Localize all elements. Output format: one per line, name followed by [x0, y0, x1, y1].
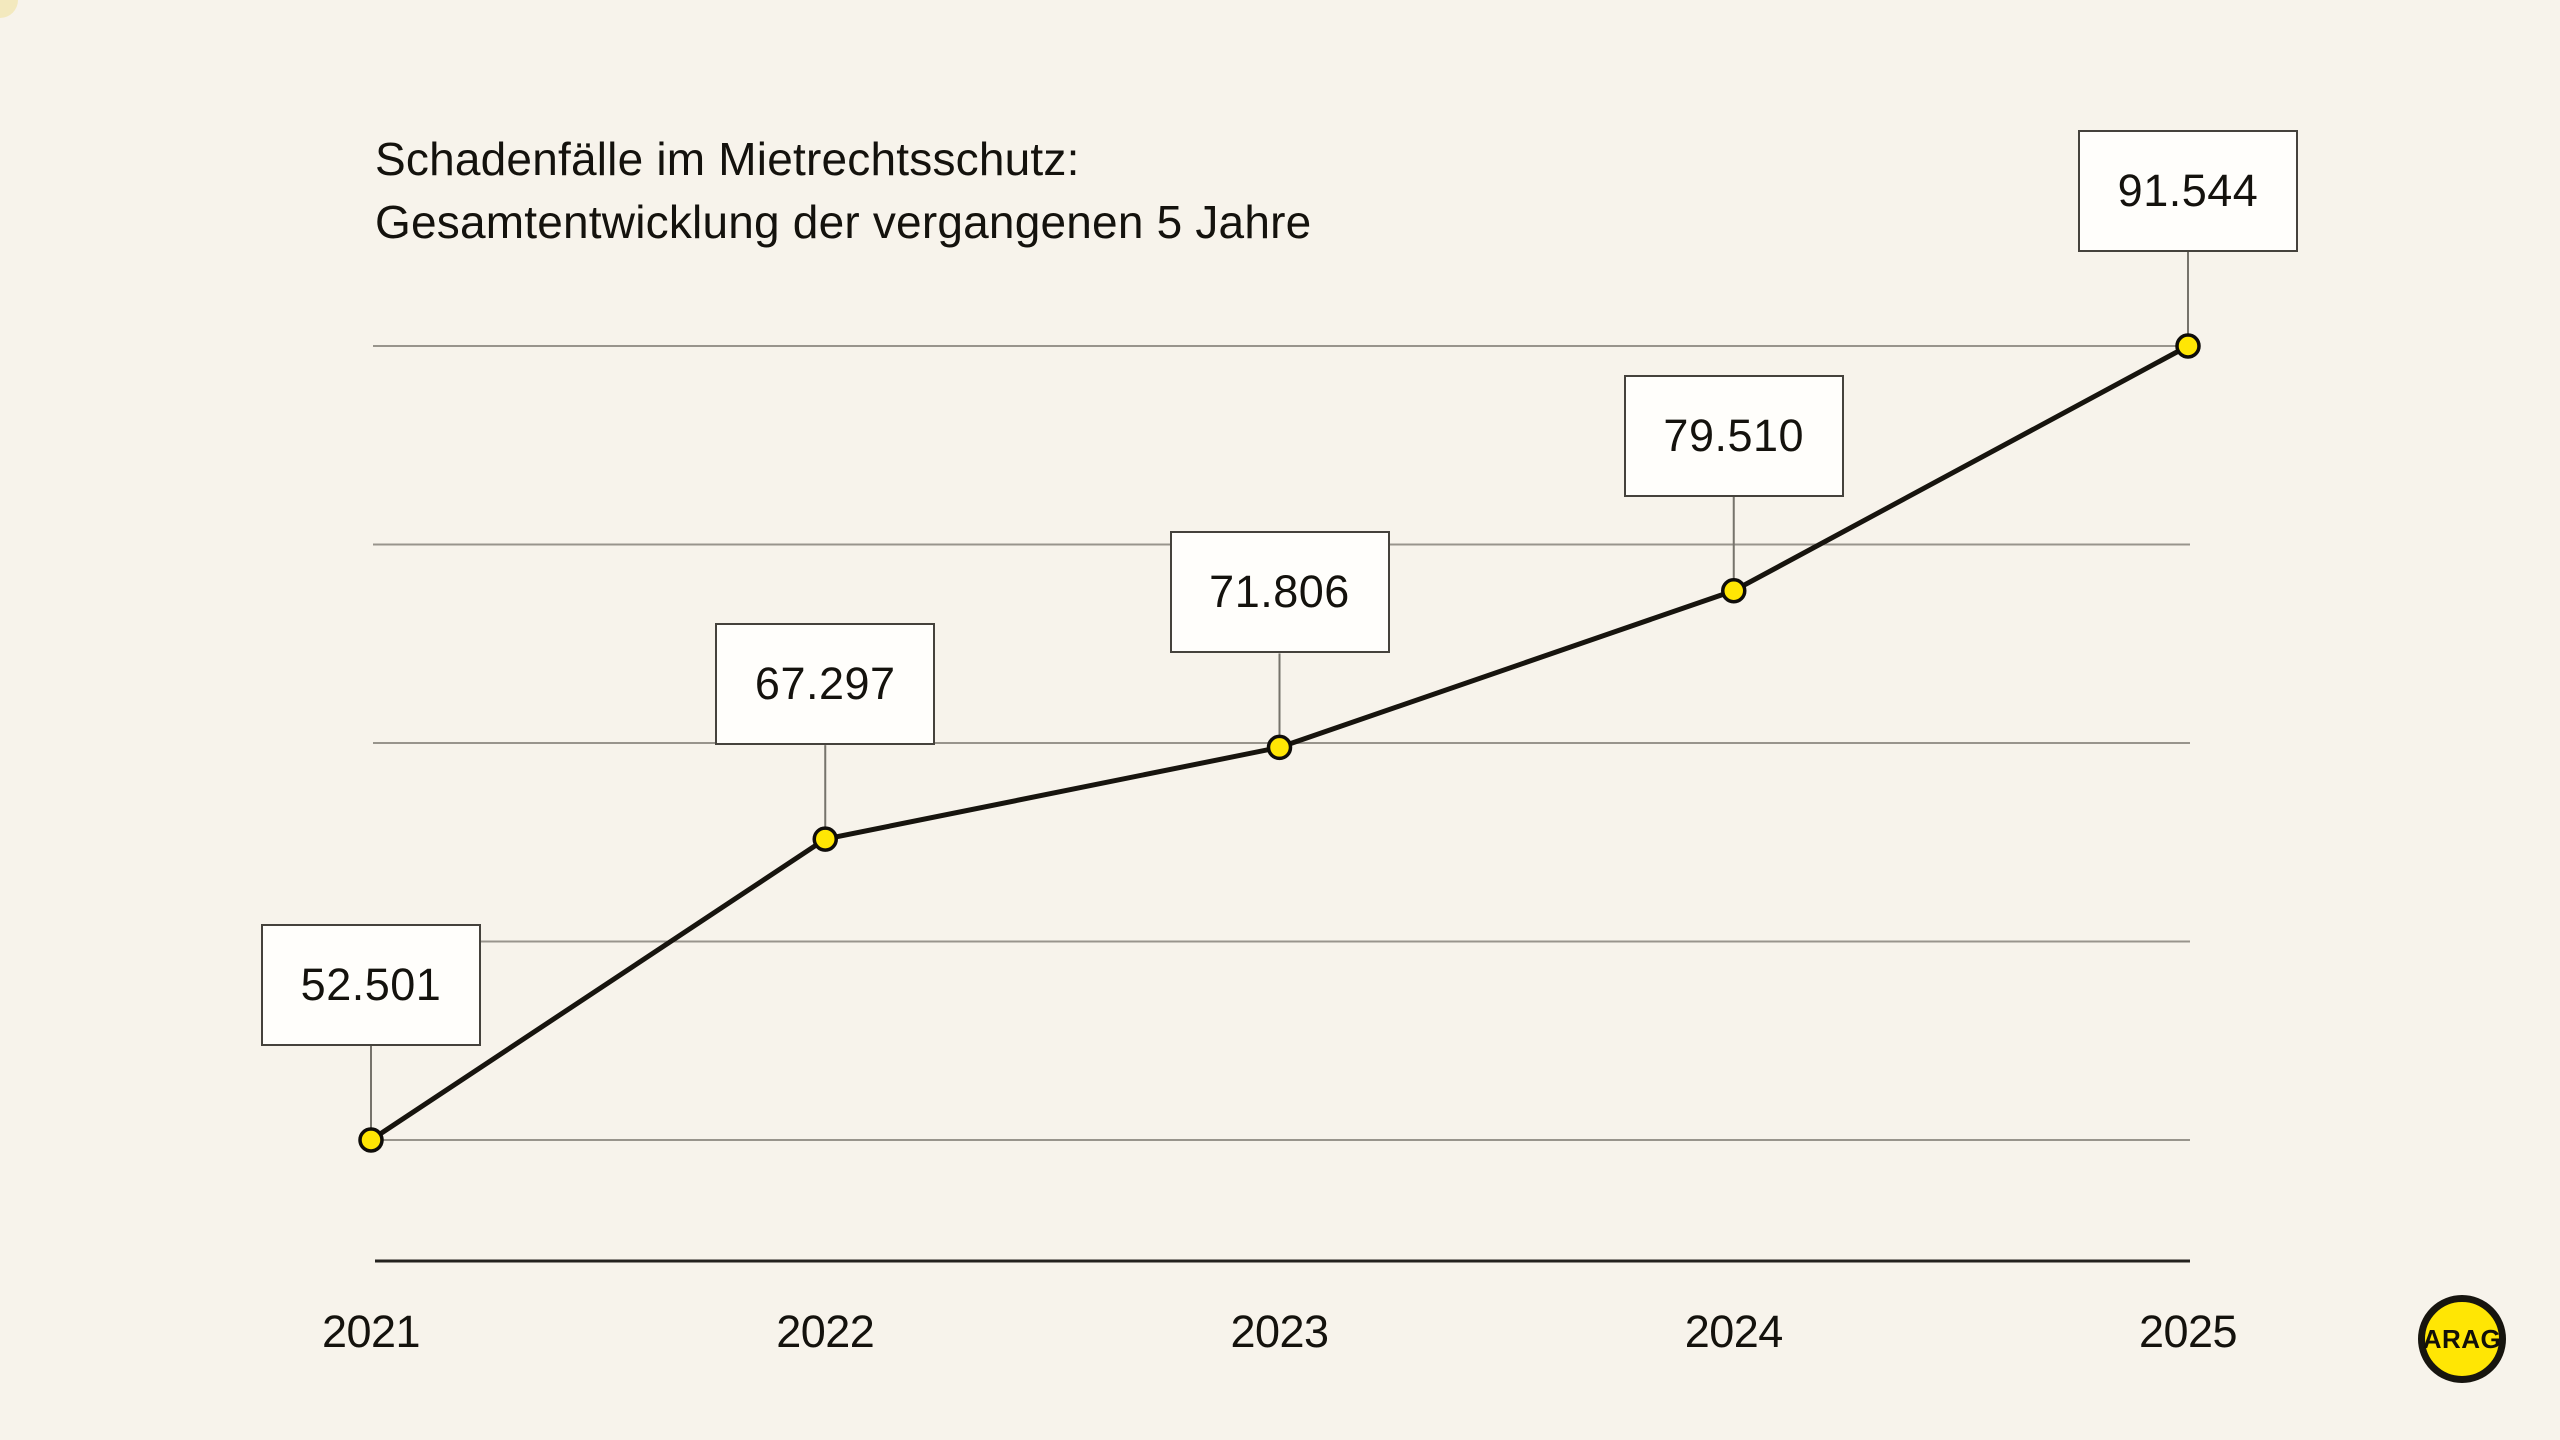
value-label-box: 52.501 — [261, 924, 481, 1046]
data-point — [1266, 734, 1293, 761]
chart-title-line1: Schadenfälle im Mietrechtsschutz: — [375, 133, 1080, 185]
data-point — [358, 1127, 384, 1153]
value-label: 71.806 — [1209, 566, 1350, 618]
arag-logo-text: ARAG — [2422, 1323, 2502, 1354]
chart-title: Schadenfälle im Mietrechtsschutz: Gesamt… — [375, 128, 1311, 254]
value-label: 52.501 — [300, 959, 442, 1010]
x-axis-label: 2024 — [1684, 1306, 1784, 1357]
data-point — [812, 826, 838, 852]
data-point — [2175, 333, 2201, 359]
value-label-box: 91.544 — [2078, 130, 2298, 252]
value-label-box: 71.806 — [1169, 531, 1390, 654]
value-label-box: 79.510 — [1623, 374, 1844, 497]
arag-logo: ARAG — [2418, 1295, 2506, 1383]
x-axis-label: 2022 — [776, 1306, 875, 1357]
data-point — [1721, 577, 1747, 604]
x-axis-label: 2025 — [2138, 1306, 2238, 1357]
x-axis-label: 2023 — [1230, 1306, 1329, 1357]
value-label: 91.544 — [2117, 165, 2259, 216]
chart-title-line2: Gesamtentwicklung der vergangenen 5 Jahr… — [375, 196, 1312, 248]
value-label: 79.510 — [1663, 409, 1805, 461]
x-axis-label: 2021 — [321, 1306, 421, 1357]
value-label-box: 67.297 — [715, 623, 936, 746]
value-label: 67.297 — [754, 658, 896, 710]
